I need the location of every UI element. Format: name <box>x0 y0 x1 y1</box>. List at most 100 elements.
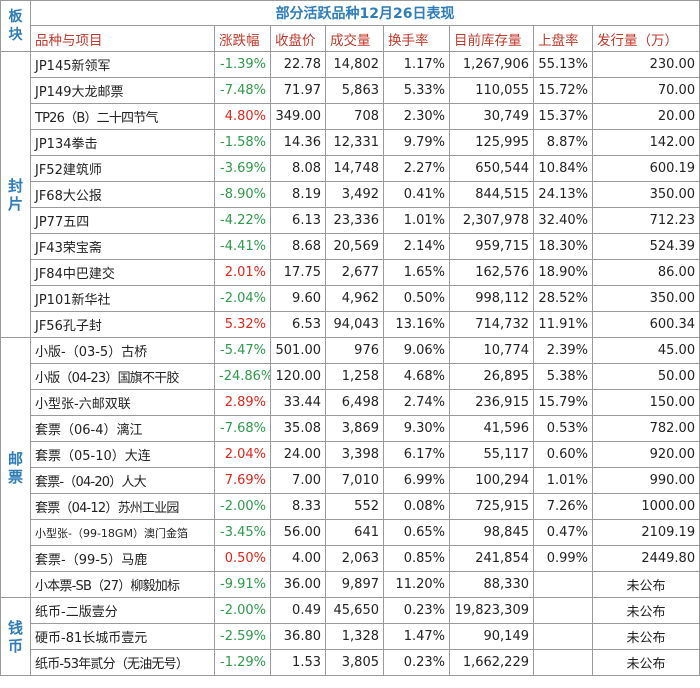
cell-change: -5.47% <box>214 337 271 364</box>
cell-issue: 70.00 <box>591 77 700 104</box>
cell-close: 1.53 <box>270 649 326 676</box>
cell-stock: 998,112 <box>449 285 534 312</box>
cell-listing: 7.26% <box>533 493 593 520</box>
cell-stock: 650,544 <box>449 155 534 182</box>
table-row: 套票-（99-5）马鹿 0.50% 4.00 2,063 0.85% 241,854 0.9… <box>1 545 700 572</box>
cell-listing: 18.30% <box>533 233 593 260</box>
cell-issue: 2449.80 <box>591 545 700 572</box>
cell-volume: 12,331 <box>325 129 384 156</box>
cell-volume: 1,328 <box>325 623 384 650</box>
cell-volume: 9,897 <box>325 571 384 598</box>
cell-stock: 19,823,309 <box>449 597 534 624</box>
cell-turnover: 9.30% <box>383 415 450 442</box>
item-name: JP101新华社 <box>30 285 215 312</box>
cell-change: 5.32% <box>214 311 271 338</box>
cell-listing: 24.13% <box>533 181 593 208</box>
cell-close: 33.44 <box>270 389 326 416</box>
item-name: 套票-（99-5）马鹿 <box>30 545 215 572</box>
cell-issue: 未公布 <box>591 623 700 650</box>
col-header-stock: 目前库存量 <box>449 25 534 52</box>
table-row: 小本票-SB（27）柳毅加标 -9.91% 36.00 9,897 11.20% 88,3… <box>1 571 700 598</box>
cell-issue: 20.00 <box>591 103 700 130</box>
cell-issue: 1000.00 <box>591 493 700 520</box>
item-name: 硬币-81长城币壹元 <box>30 623 215 650</box>
cell-volume: 94,043 <box>325 311 384 338</box>
cell-close: 7.00 <box>270 467 326 494</box>
cell-listing <box>533 597 593 624</box>
cell-volume: 708 <box>325 103 384 130</box>
cell-stock: 90,149 <box>449 623 534 650</box>
cell-stock: 236,915 <box>449 389 534 416</box>
cell-issue: 600.19 <box>591 155 700 182</box>
item-name: TP26（B）二十四节气 <box>30 103 215 130</box>
cell-volume: 20,569 <box>325 233 384 260</box>
cell-volume: 3,869 <box>325 415 384 442</box>
cell-listing: 15.79% <box>533 389 593 416</box>
cell-close: 56.00 <box>270 519 326 546</box>
cell-close: 349.00 <box>270 103 326 130</box>
cell-issue: 920.00 <box>591 441 700 468</box>
cell-close: 6.13 <box>270 207 326 234</box>
item-name: JF68大公报 <box>30 181 215 208</box>
cell-close: 71.97 <box>270 77 326 104</box>
cell-volume: 1,258 <box>325 363 384 390</box>
cell-volume: 641 <box>325 519 384 546</box>
cell-close: 36.00 <box>270 571 326 598</box>
block-header: 板块 <box>0 0 31 52</box>
cell-stock: 1,662,229 <box>449 649 534 676</box>
cell-stock: 714,732 <box>449 311 534 338</box>
cell-close: 4.00 <box>270 545 326 572</box>
col-header-turnover: 换手率 <box>383 25 450 52</box>
table-row: 封片 JP145新领军 -1.39% 22.78 14,802 1.17% 1,267,90… <box>0 51 700 338</box>
sector-label: 邮票 <box>0 337 31 598</box>
cell-issue: 未公布 <box>591 649 700 676</box>
cell-change: 2.89% <box>214 389 271 416</box>
cell-change: -2.00% <box>214 493 271 520</box>
cell-listing: 0.47% <box>533 519 593 546</box>
cell-change: -3.69% <box>214 155 271 182</box>
sector-label: 封片 <box>0 51 31 338</box>
cell-issue: 142.00 <box>591 129 700 156</box>
sector-name: 封片 <box>7 176 23 213</box>
cell-stock: 725,915 <box>449 493 534 520</box>
item-name: 套票（05-10）大连 <box>30 441 215 468</box>
item-name: 套票（06-4）漓江 <box>30 415 215 442</box>
cell-stock: 110,055 <box>449 77 534 104</box>
cell-listing <box>533 649 593 676</box>
sector-label: 钱币 <box>0 597 31 676</box>
cell-change: -8.90% <box>214 181 271 208</box>
item-name: 小型张-六邮双联 <box>30 389 215 416</box>
table-row: JP149大龙邮票 -7.48% 71.97 5,863 5.33% 110,055 15.… <box>1 77 700 104</box>
cell-close: 24.00 <box>270 441 326 468</box>
table-row: 硬币-81长城币壹元 -2.59% 36.80 1,328 1.47% 90,149 未公布 <box>1 623 700 650</box>
cell-turnover: 9.79% <box>383 129 450 156</box>
cell-volume: 3,805 <box>325 649 384 676</box>
cell-listing: 10.84% <box>533 155 593 182</box>
table-row: 钱币 纸币-二版壹分 -2.00% 0.49 45,650 0.23% 19,823,309… <box>0 597 700 676</box>
table-row: TP26（B）二十四节气 4.80% 349.00 708 2.30% 30,749 15.… <box>1 103 700 130</box>
cell-change: 7.69% <box>214 467 271 494</box>
cell-close: 36.80 <box>270 623 326 650</box>
cell-change: 2.01% <box>214 259 271 286</box>
cell-listing <box>533 623 593 650</box>
cell-change: -1.29% <box>214 649 271 676</box>
cell-change: -4.22% <box>214 207 271 234</box>
cell-change: -4.41% <box>214 233 271 260</box>
cell-volume: 14,802 <box>325 51 384 78</box>
cell-turnover: 0.23% <box>383 597 450 624</box>
table-row: JF68大公报 -8.90% 8.19 3,492 0.41% 844,515 24.13%… <box>1 181 700 208</box>
cell-stock: 41,596 <box>449 415 534 442</box>
cell-listing: 28.52% <box>533 285 593 312</box>
cell-close: 22.78 <box>270 51 326 78</box>
cell-change: 0.50% <box>214 545 271 572</box>
cell-issue: 524.39 <box>591 233 700 260</box>
item-name: JP77五四 <box>30 207 215 234</box>
cell-close: 9.60 <box>270 285 326 312</box>
cell-change: -9.91% <box>214 571 271 598</box>
sector-name: 邮票 <box>7 449 23 486</box>
cell-close: 8.19 <box>270 181 326 208</box>
cell-issue: 未公布 <box>591 597 700 624</box>
cell-volume: 6,498 <box>325 389 384 416</box>
table-row: JP77五四 -4.22% 6.13 23,336 1.01% 2,307,978 32.4… <box>1 207 700 234</box>
cell-volume: 4,962 <box>325 285 384 312</box>
